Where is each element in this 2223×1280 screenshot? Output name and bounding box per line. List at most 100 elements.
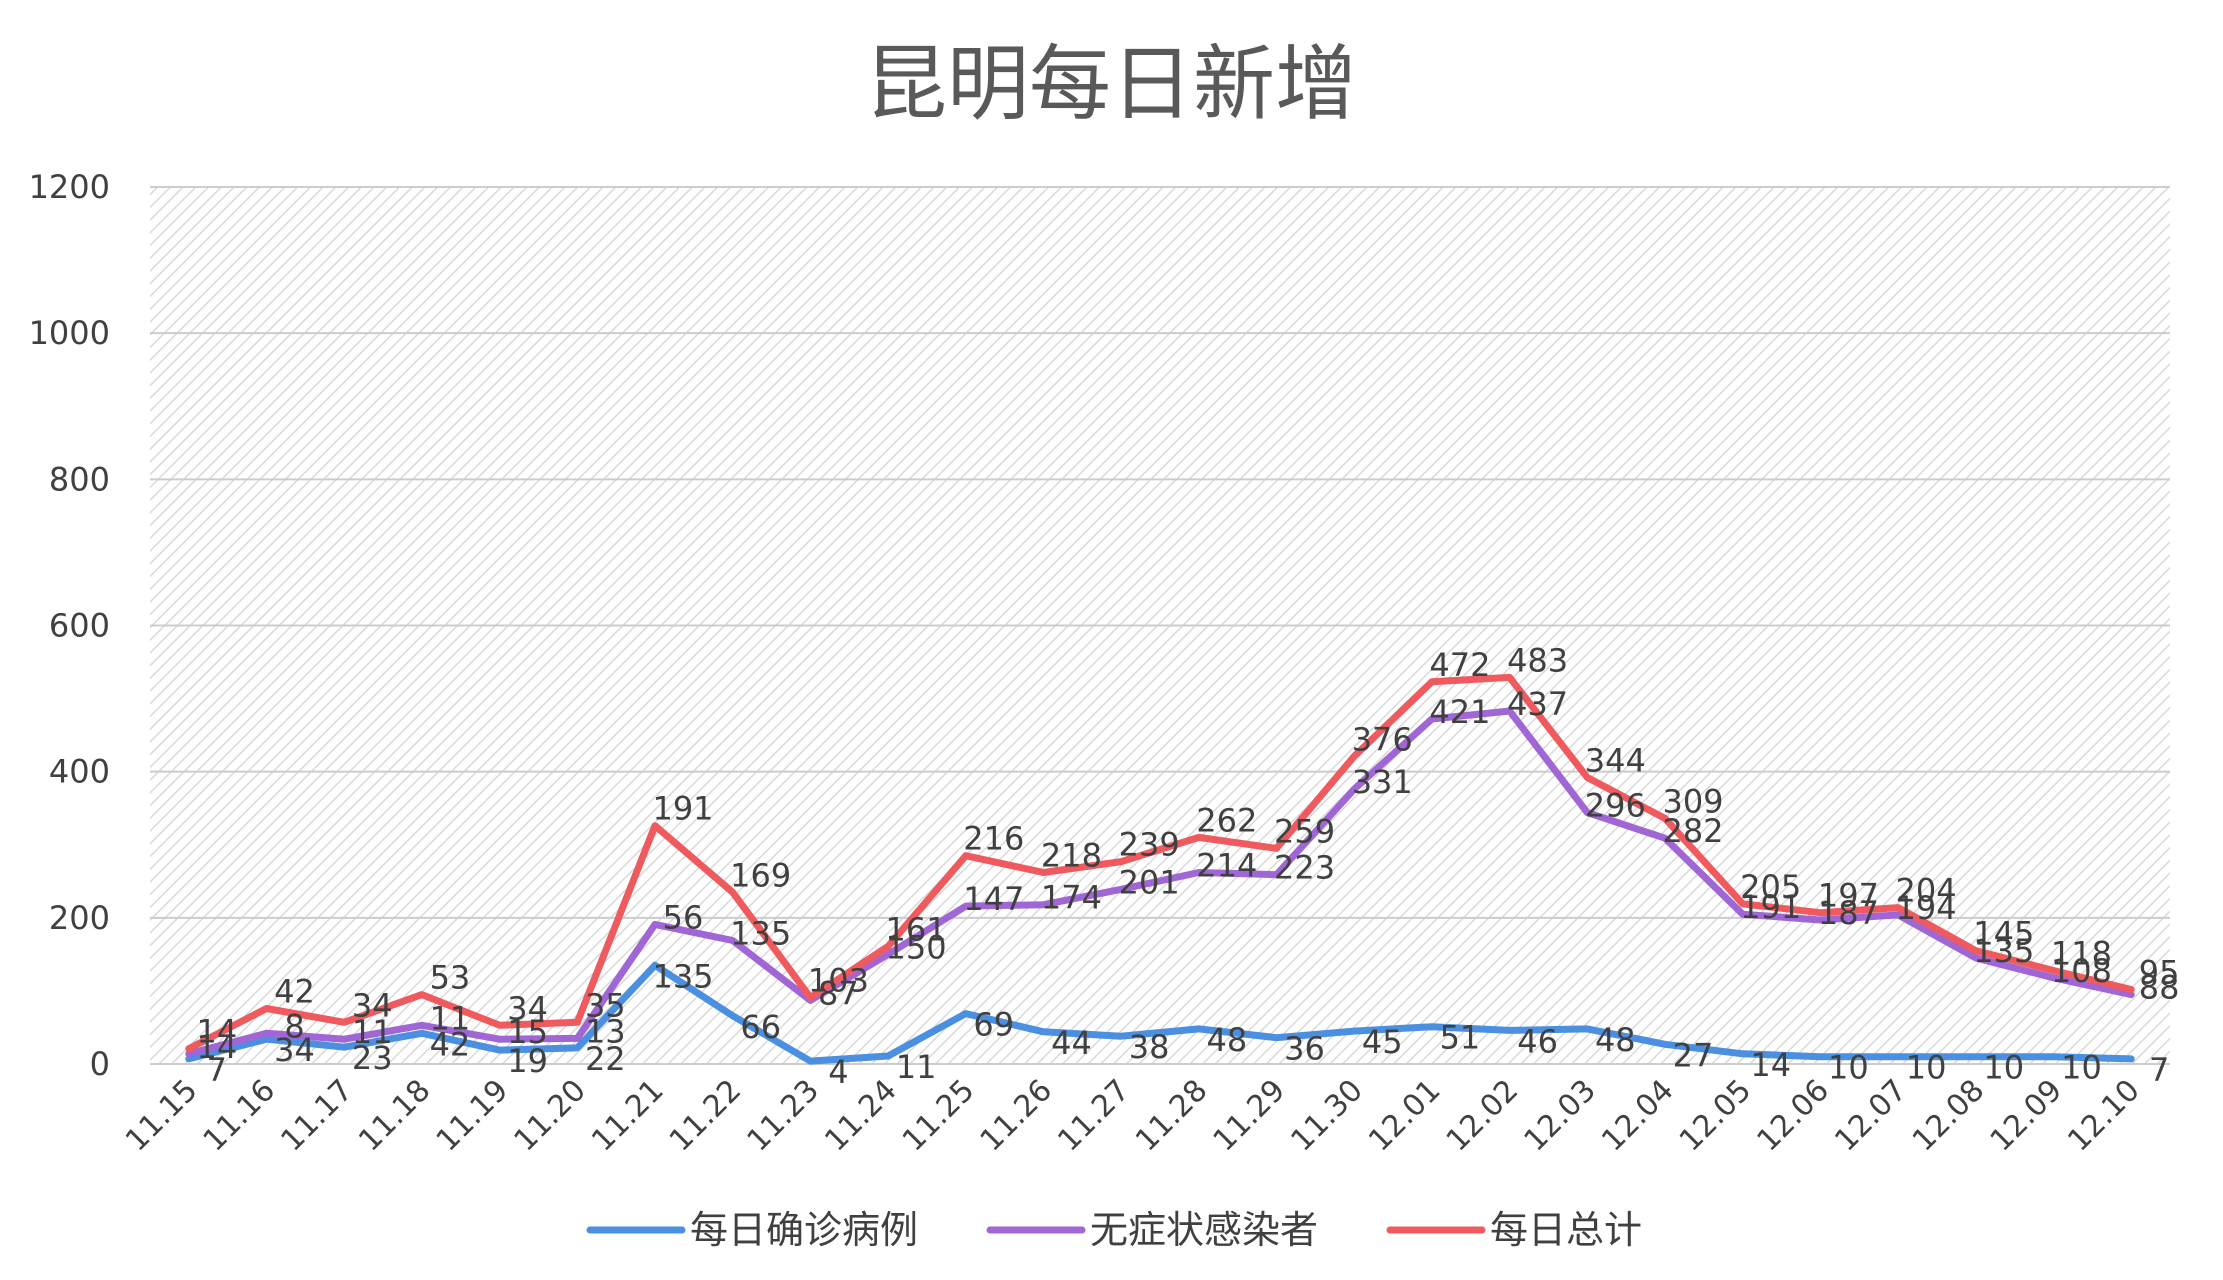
y-tick-label: 600 <box>49 607 110 645</box>
series-line-0 <box>185 961 2135 1065</box>
x-tick-label: 11.29 <box>1207 1073 1292 1158</box>
data-label: 34 <box>274 1031 315 1069</box>
x-tick-label: 12.05 <box>1673 1073 1758 1158</box>
data-label: 216 <box>963 820 1024 858</box>
x-tick-label: 11.17 <box>274 1073 359 1158</box>
data-label: 118 <box>2051 934 2112 972</box>
y-tick-label: 200 <box>49 899 110 937</box>
data-label: 7 <box>2149 1051 2169 1089</box>
data-label: 36 <box>1284 1030 1325 1068</box>
y-tick-label: 0 <box>90 1045 110 1083</box>
legend-label-1: 无症状感染者 <box>1090 1208 1318 1252</box>
data-label: 204 <box>1896 872 1957 910</box>
x-tick-label: 11.15 <box>119 1073 204 1158</box>
data-label: 56 <box>663 898 704 936</box>
data-label: 161 <box>886 910 947 948</box>
data-label: 14 <box>196 1028 237 1066</box>
data-label: 147 <box>963 880 1024 918</box>
data-label: 14 <box>1750 1046 1791 1084</box>
data-label: 19 <box>507 1042 548 1080</box>
data-label: 191 <box>1740 888 1801 926</box>
data-label: 108 <box>2051 952 2112 990</box>
data-label: 194 <box>1896 889 1957 927</box>
x-tick-label: 11.20 <box>507 1073 592 1158</box>
data-label: 11 <box>430 999 471 1037</box>
data-label: 15 <box>507 1013 548 1051</box>
data-label: 201 <box>1119 863 1180 901</box>
x-tick-label: 11.26 <box>974 1073 1059 1158</box>
x-tick-label: 11.27 <box>1051 1073 1136 1158</box>
x-tick-label: 11.23 <box>741 1073 826 1158</box>
data-label: 22 <box>585 1040 626 1078</box>
data-label: 187 <box>1818 894 1879 932</box>
data-label: 23 <box>352 1039 393 1077</box>
data-label: 331 <box>1352 763 1413 801</box>
data-label: 38 <box>1129 1028 1170 1066</box>
y-axis: 0 200 400 600 800 1000 1200 <box>29 168 110 1083</box>
data-label: 174 <box>1041 879 1102 917</box>
x-tick-label: 11.22 <box>663 1073 748 1158</box>
data-label: 8 <box>284 1007 304 1045</box>
data-label: 34 <box>507 989 548 1027</box>
legend: 每日确诊病例 无症状感染者 每日总计 <box>586 1208 1642 1252</box>
data-label: 191 <box>652 790 713 828</box>
data-label: 69 <box>973 1006 1014 1044</box>
x-tick-label: 11.19 <box>430 1073 515 1158</box>
data-label: 46 <box>1517 1022 1558 1060</box>
data-label: 11 <box>352 1013 393 1051</box>
data-label: 296 <box>1585 787 1646 825</box>
y-tick-label: 800 <box>49 460 110 498</box>
data-label: 10 <box>1983 1049 2024 1087</box>
x-tick-label: 12.03 <box>1517 1073 1602 1158</box>
data-label: 48 <box>1595 1021 1636 1059</box>
data-label: 135 <box>1973 932 2034 970</box>
data-label: 214 <box>1196 847 1257 885</box>
data-label: 11 <box>896 1048 937 1086</box>
legend-label-2: 每日总计 <box>1490 1208 1642 1252</box>
data-label: 344 <box>1585 742 1646 780</box>
data-label: 169 <box>730 856 791 894</box>
data-label: 262 <box>1196 801 1257 839</box>
data-label: 437 <box>1507 685 1568 723</box>
data-label: 103 <box>808 961 869 999</box>
x-tick-label: 12.04 <box>1595 1073 1680 1158</box>
data-label: 10 <box>1828 1049 1869 1087</box>
x-tick-label: 12.02 <box>1440 1073 1525 1158</box>
data-label: 88 <box>2139 969 2180 1007</box>
data-label: 4 <box>828 1053 848 1091</box>
y-tick-label: 400 <box>49 753 110 791</box>
data-label: 150 <box>886 928 947 966</box>
y-tick-label: 1200 <box>29 168 110 206</box>
data-label: 51 <box>1440 1019 1481 1057</box>
x-tick-label: 12.01 <box>1362 1073 1447 1158</box>
data-label: 239 <box>1119 826 1180 864</box>
data-label: 7 <box>207 1051 227 1089</box>
data-label: 27 <box>1673 1036 1714 1074</box>
y-tick-label: 1000 <box>29 314 110 352</box>
series-line-1 <box>185 707 2135 1058</box>
data-label: 259 <box>1274 812 1335 850</box>
data-label: 14 <box>196 1013 237 1051</box>
data-label: 205 <box>1740 868 1801 906</box>
legend-label-0: 每日确诊病例 <box>690 1208 918 1252</box>
data-label: 53 <box>430 959 471 997</box>
data-label: 87 <box>818 974 859 1012</box>
data-label: 197 <box>1818 877 1879 915</box>
data-label: 376 <box>1352 720 1413 758</box>
data-label: 10 <box>2061 1049 2102 1087</box>
data-label: 282 <box>1662 812 1723 850</box>
data-label: 145 <box>1973 915 2034 953</box>
data-label: 45 <box>1362 1023 1403 1061</box>
data-label: 48 <box>1206 1021 1247 1059</box>
chart-title: 昆明每日新增 <box>865 37 1357 132</box>
x-tick-label: 11.28 <box>1129 1073 1214 1158</box>
data-label: 421 <box>1429 693 1490 731</box>
x-tick-label: 11.30 <box>1284 1073 1369 1158</box>
x-tick-label: 11.18 <box>352 1073 437 1158</box>
data-label: 34 <box>352 986 393 1024</box>
data-label: 483 <box>1507 641 1568 679</box>
data-label: 135 <box>652 957 713 995</box>
data-label: 472 <box>1429 646 1490 684</box>
data-label: 66 <box>740 1008 781 1046</box>
